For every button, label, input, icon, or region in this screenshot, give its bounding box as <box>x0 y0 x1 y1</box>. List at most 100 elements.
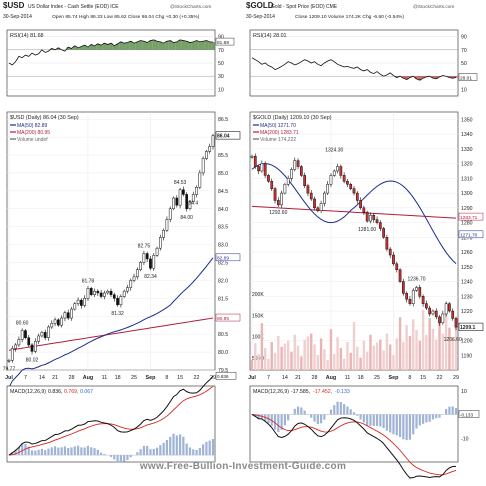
usd-price-annotation: 80.60 <box>16 321 29 327</box>
gold-macd-histogram-bar <box>395 414 398 436</box>
usd-rsi-tick: 10 <box>218 87 224 93</box>
usd-rsi-zone-fill <box>96 43 100 50</box>
gold-macd-histogram-bar <box>287 414 290 421</box>
usd-macd-histogram-bar <box>202 444 205 456</box>
usd-macd-histogram-bar <box>109 455 113 457</box>
usd-price-tick: 81.5 <box>218 296 228 302</box>
usd-x-label: 25 <box>131 375 137 381</box>
usd-macd-histogram-bar <box>119 455 122 463</box>
gold-last-price-value: 1209.1 <box>460 325 476 331</box>
gold-candle-body <box>392 254 395 265</box>
usd-rsi-tick: 30 <box>218 74 224 80</box>
usd-candle-body <box>205 151 208 159</box>
usd-x-label: 15 <box>177 375 183 381</box>
usd-rsi-zone-fill <box>79 46 84 50</box>
usd-candle-body <box>168 208 172 220</box>
usd-rsi-zone-fill <box>185 41 189 50</box>
gold-legend-label: MA(50) 1271.70 <box>260 123 296 129</box>
gold-x-label: Aug <box>326 375 336 381</box>
usd-candle-body <box>129 280 133 288</box>
gold-volume-bar <box>412 319 415 370</box>
usd-x-label: 11 <box>102 375 108 381</box>
gold-price-tick: 1220 <box>461 309 473 315</box>
usd-candle-body <box>93 290 96 295</box>
usd-price-tick: 83.0 <box>218 243 228 249</box>
gold-x-label: Jul <box>248 375 256 381</box>
gold-candle-body <box>395 263 399 270</box>
usd-candle-body <box>96 290 100 294</box>
gold-volume-bar <box>280 346 283 370</box>
usd-candle-body <box>122 290 126 297</box>
usd-macd-histogram-bar <box>24 443 27 456</box>
gold-ma-value: 1271.70 <box>460 233 478 239</box>
usd-x-label: 8 <box>165 375 168 381</box>
usd-macd-histogram-bar <box>116 455 119 463</box>
usd-macd-label: MACD(12,26,9) <box>10 389 46 395</box>
usd-price-tick: 85.0 <box>218 171 228 177</box>
gold-volume-bar <box>425 334 428 370</box>
usd-candle-body <box>172 197 175 209</box>
gold-macd-line <box>251 414 457 479</box>
usd-candle-body <box>109 290 113 295</box>
gold-volume-bar <box>254 343 257 370</box>
usd-candle-body <box>76 299 80 304</box>
usd-macd-histogram-bar <box>142 445 146 456</box>
usd-candle-body <box>7 360 11 362</box>
usd-candle-body <box>208 146 212 152</box>
gold-candle-body <box>316 207 320 212</box>
usd-macd-histogram-bar <box>47 448 50 456</box>
usd-candle-body <box>89 288 93 295</box>
gold-volume-bar <box>333 354 336 370</box>
gold-price-tick: 1330 <box>461 147 473 153</box>
usd-candle-body <box>63 312 67 319</box>
usd-candle-body <box>178 189 182 206</box>
gold-volume-bar <box>421 310 425 370</box>
usd-rsi-zone-fill <box>86 47 90 50</box>
usd-price-annotation: 80.02 <box>26 357 39 363</box>
usd-candle-body <box>83 298 87 306</box>
usd-macd-histogram-bar <box>188 447 192 456</box>
gold-candle-body <box>290 169 293 179</box>
gold-volume-bar <box>263 348 267 370</box>
usd-candle-body <box>50 323 54 328</box>
usd-rsi-zone-fill <box>175 41 179 50</box>
usd-candle-body <box>66 312 70 319</box>
gold-instrument-name: Gold - Spot Price (EOD) CME <box>271 4 338 10</box>
usd-ma-value: 80.95 <box>217 316 229 322</box>
usd-macd-histogram-bar <box>70 447 73 456</box>
gold-candle-body <box>359 200 362 209</box>
gold-macd-histogram-bar <box>438 414 441 418</box>
gold-macd-histogram-bar <box>277 414 280 433</box>
gold-candle-body <box>286 178 290 185</box>
usd-rsi-last-box <box>215 37 235 46</box>
watermark-url: www.Free-Bullion-Investment-Guide.com <box>139 461 347 472</box>
gold-rsi-zone-fill <box>447 76 452 78</box>
gold-macd-histogram-bar <box>359 414 362 420</box>
gold-volume-bar <box>382 350 385 370</box>
gold-macd-histogram-bar <box>319 414 323 424</box>
gold-x-label: 25 <box>374 375 380 381</box>
usd-macd-histogram-bar <box>162 442 165 456</box>
usd-macd-histogram-bar <box>211 438 215 456</box>
usd-candle-body <box>149 258 152 269</box>
usd-macd-histogram-bar <box>123 455 126 462</box>
usd-rsi-tick: 90 <box>218 35 224 41</box>
gold-volume-bar <box>293 334 296 370</box>
gold-rsi-last-value: 28.01 <box>460 75 472 81</box>
gold-volume-bar <box>290 351 293 370</box>
gold-volume-bar <box>379 339 382 370</box>
gold-candle-body <box>349 183 353 189</box>
usd-price-annotation: 84.53 <box>174 180 187 186</box>
usd-x-label: 29 <box>210 375 216 381</box>
usd-rsi-zone-fill <box>76 47 80 50</box>
gold-candle-body <box>372 214 376 220</box>
gold-macd-histogram-bar <box>333 405 336 415</box>
gold-macd-histogram-bar <box>398 414 402 438</box>
usd-candle-body <box>175 197 179 206</box>
gold-price-tick: 1230 <box>461 294 473 300</box>
usd-last-price-value: 86.04 <box>217 134 230 140</box>
gold-volume-bar <box>402 342 405 370</box>
usd-price-tick: 84.0 <box>218 207 228 213</box>
usd-candle-body <box>119 296 123 306</box>
usd-rsi-zone-fill <box>162 43 166 50</box>
